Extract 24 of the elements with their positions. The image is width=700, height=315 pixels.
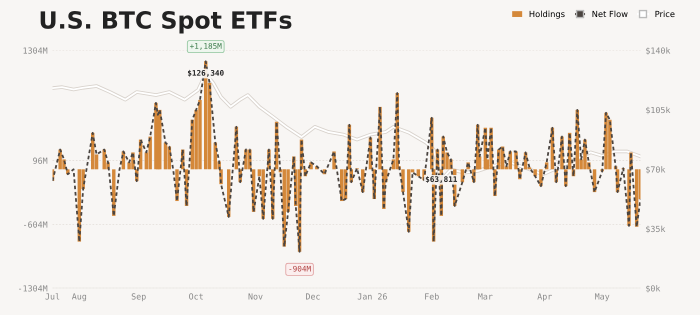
y2-tick-label: $0k: [646, 285, 660, 293]
y-tick-label: -1304M: [18, 285, 48, 292]
x-tick-label: Mar: [478, 293, 493, 300]
x-tick-label: Nov: [248, 293, 263, 300]
y2-tick-label: $140k: [646, 47, 670, 55]
x-tick-label: May: [595, 293, 610, 302]
x-tick-label: Apr: [537, 293, 552, 302]
y2-tick-label: $70k: [646, 166, 666, 174]
x-tick-label: Oct: [189, 293, 203, 300]
y2-tick-label: $35k: [646, 226, 666, 234]
y-tick-label: 96M: [33, 158, 48, 164]
x-tick-label: Feb: [425, 293, 439, 300]
x-tick-label: Sep: [132, 293, 146, 302]
x-tick-label: Jul: [45, 293, 60, 300]
x-tick-label: Dec: [306, 293, 320, 300]
chart-title: U.S. BTC Spot ETFs: [40, 11, 292, 34]
legend-label: Net Flow: [592, 10, 628, 18]
legend-label: Holdings: [530, 10, 565, 19]
legend-label: Price: [655, 10, 675, 18]
y-tick-label: 1304M: [24, 47, 48, 54]
x-tick-label: Aug: [72, 293, 86, 302]
y2-tick-label: $105k: [646, 106, 670, 114]
x-tick-label: Jan 26: [358, 293, 387, 300]
y-tick-label: -604M: [24, 221, 48, 228]
